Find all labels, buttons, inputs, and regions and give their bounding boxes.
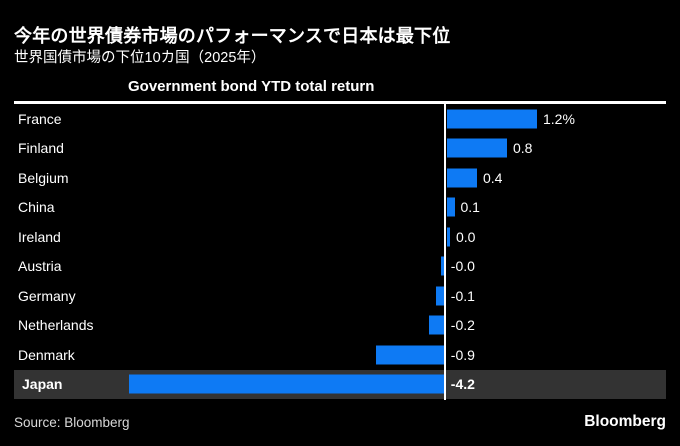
- value-label: 0.0: [456, 228, 476, 245]
- value-label: 0.4: [483, 169, 503, 186]
- category-label: France: [18, 110, 62, 127]
- chart-row: Belgium 0.4: [0, 163, 680, 193]
- value-label: -0.0: [450, 258, 475, 275]
- value-bar: [376, 345, 444, 365]
- value-bar: [428, 315, 444, 335]
- bloomberg-logo: Bloomberg: [584, 413, 666, 430]
- value-label: -4.2: [450, 376, 475, 393]
- value-bar: [447, 227, 450, 247]
- category-label: Austria: [18, 258, 62, 275]
- chart-row: Germany -0.1: [0, 281, 680, 311]
- category-label: Finland: [18, 140, 64, 157]
- chart-row: China 0.1: [0, 193, 680, 223]
- category-label: China: [18, 199, 55, 216]
- value-bar: [447, 109, 537, 129]
- value-bar: [440, 256, 444, 276]
- value-label: 0.8: [513, 140, 533, 157]
- source-credit: Source: Bloomberg: [14, 415, 130, 430]
- chart-title: Government bond YTD total return: [128, 78, 375, 95]
- value-label: 1.2%: [543, 110, 575, 127]
- page-title: 今年の世界債券市場のパフォーマンスで日本は最下位: [14, 26, 451, 46]
- value-label: -0.1: [450, 287, 475, 304]
- category-label: Japan: [22, 376, 63, 393]
- zero-baseline: [444, 104, 446, 400]
- value-bar: [447, 168, 477, 188]
- chart-row: Finland 0.8: [0, 134, 680, 164]
- value-label: -0.2: [450, 317, 475, 334]
- chart-row: Netherlands -0.2: [0, 311, 680, 341]
- value-bar: [436, 286, 444, 306]
- chart-row: Ireland 0.0: [0, 222, 680, 252]
- category-label: Denmark: [18, 346, 75, 363]
- chart-row: France 1.2%: [0, 104, 680, 134]
- bar-chart: France 1.2% Finland 0.8 Belgium 0.4 China 0.1 Ir…: [0, 104, 680, 400]
- category-label: Belgium: [18, 169, 69, 186]
- category-label: Netherlands: [18, 317, 94, 334]
- value-label: -0.9: [450, 346, 475, 363]
- chart-row: Japan -4.2: [0, 370, 680, 400]
- chart-row: Denmark -0.9: [0, 340, 680, 370]
- top-rule: [14, 101, 666, 104]
- category-label: Ireland: [18, 228, 61, 245]
- page-subtitle: 世界国債市場の下位10カ国（2025年）: [14, 50, 266, 66]
- value-bar: [447, 197, 455, 217]
- value-bar: [447, 138, 507, 158]
- value-label: 0.1: [460, 199, 480, 216]
- category-label: Germany: [18, 287, 76, 304]
- chart-row: Austria -0.0: [0, 252, 680, 282]
- value-bar: [128, 374, 444, 394]
